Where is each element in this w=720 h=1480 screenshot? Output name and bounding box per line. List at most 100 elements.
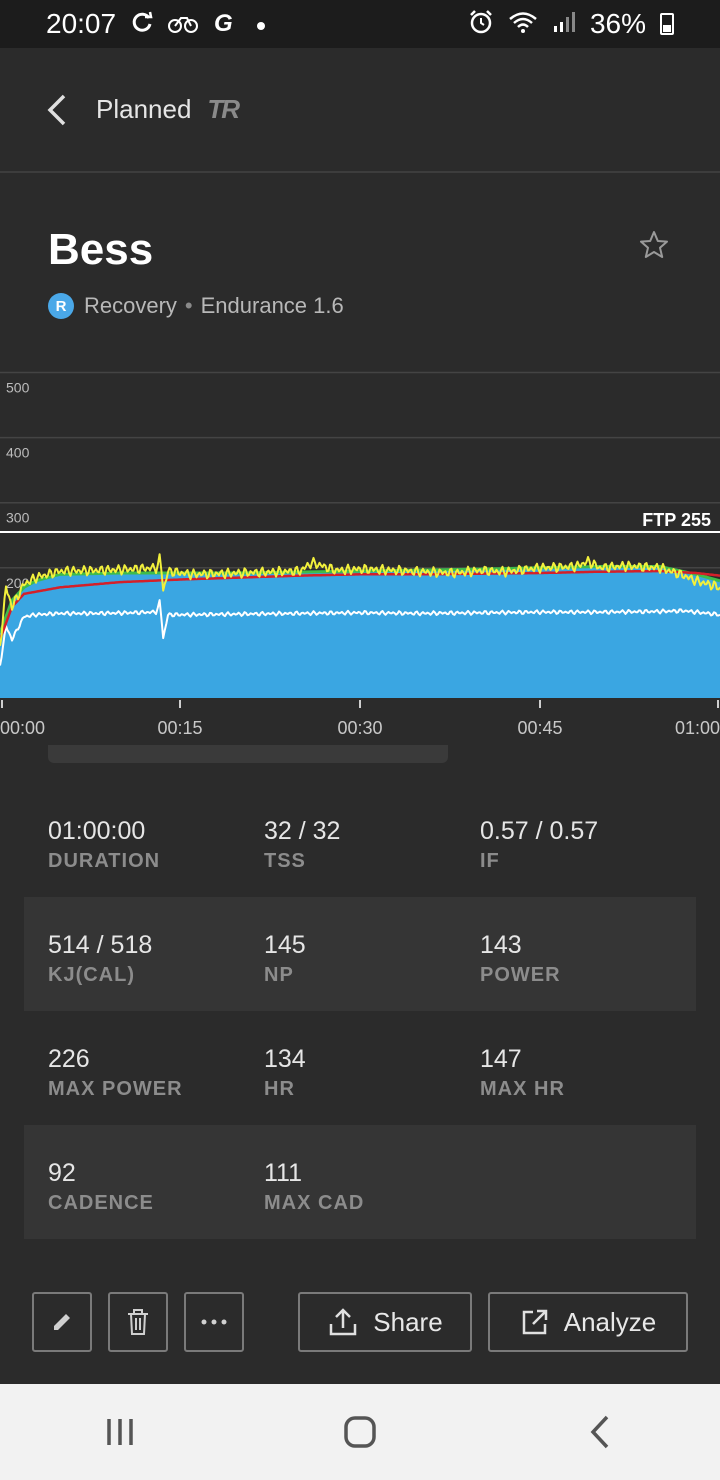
chart-scrubber[interactable] [48,745,448,763]
stat-label: DURATION [48,850,161,872]
status-right: 36% [468,8,674,40]
star-outline-icon [640,231,668,258]
stat-value: 134 [264,1045,306,1073]
stat-value: 147 [480,1045,522,1073]
trash-icon [128,1309,148,1335]
y-tick-label: 400 [6,445,30,461]
x-tick-label: 00:00 [0,718,45,738]
stat-label: CADENCE [48,1192,154,1214]
stats-row: 514 / 518 KJ(CAL) 145 NP 143 POWER [24,897,696,1011]
status-bar: 20:07 G 36% [0,0,720,48]
stat-value: 92 [48,1159,76,1187]
battery-icon [660,13,674,35]
recents-button[interactable] [90,1402,150,1462]
stat-label: NP [264,964,294,986]
edit-button[interactable] [32,1292,92,1352]
stat-label: HR [264,1078,295,1100]
wifi-icon [508,10,538,39]
stat-cell: 514 / 518 KJ(CAL) [48,931,264,1011]
stats-row: 92 CADENCE 111 MAX CAD [24,1125,696,1239]
power-chart[interactable]: 500 400 300 200 FTP 255 00:00 00:15 00:30 00:45 0… [0,353,720,748]
stat-value: 111 [264,1159,303,1187]
stat-value: 32 / 32 [264,817,341,845]
action-bar: Share Analyze [0,1292,720,1352]
stat-value: 01:00:00 [48,817,146,845]
stats-grid: 01:00:00 DURATION 32 / 32 TSS 0.57 / 0.57 IF 5… [24,783,696,1239]
workout-name: Bess [48,225,154,274]
analyze-button[interactable]: Analyze [488,1292,688,1352]
analyze-label: Analyze [563,1306,657,1337]
stat-label: IF [480,850,500,872]
meta-separator: • [184,293,193,318]
stat-cell: 0.57 / 0.57 IF [480,817,696,897]
pencil-icon [54,1314,70,1330]
x-tick-label: 00:45 [517,718,562,738]
more-button[interactable] [184,1292,244,1352]
stat-label: TSS [264,850,306,872]
stat-cell: 134 HR [264,1045,480,1125]
power-line [0,553,720,647]
app-bar: Planned TR [0,48,720,173]
cycling-icon [168,10,199,39]
dot-icon [256,12,266,36]
workout-header: Bess R Recovery • Endurance 1.6 [0,175,720,353]
share-button[interactable]: Share [298,1292,472,1352]
alarm-icon [468,9,494,40]
stat-cell: 111 MAX CAD [264,1159,480,1239]
delete-button[interactable] [108,1292,168,1352]
stat-value: 226 [48,1045,90,1073]
share-icon [330,1308,357,1336]
back-button[interactable] [36,90,76,130]
garmin-icon: G [212,10,242,39]
zone-badge: R [48,293,74,319]
stat-value: 143 [480,931,522,959]
recents-icon [107,1419,133,1445]
stat-cell: 01:00:00 DURATION [48,817,264,897]
stat-label: MAX HR [480,1078,565,1100]
stats-row: 01:00:00 DURATION 32 / 32 TSS 0.57 / 0.57 IF [24,783,696,897]
stat-cell: 145 NP [264,931,480,1011]
stat-cell [480,1159,696,1239]
stat-label: KJ(CAL) [48,964,135,986]
signal-icon [552,10,576,39]
favorite-button[interactable] [634,225,674,265]
x-tick-label: 01:00 [675,718,720,738]
stat-cell: 147 MAX HR [480,1045,696,1125]
status-time: 20:07 [46,8,117,39]
stat-cell: 32 / 32 TSS [264,817,480,897]
stat-value: 514 / 518 [48,931,153,959]
zone-label: Recovery [84,293,177,318]
target-power-area [0,566,720,698]
x-tick-label: 00:15 [157,718,202,738]
system-nav-bar [0,1384,720,1480]
home-icon [344,1416,376,1448]
more-horizontal-icon [201,1319,227,1325]
stat-cell: 226 MAX POWER [48,1045,264,1125]
ftp-label: FTP 255 [642,510,711,530]
back-nav-button[interactable] [570,1402,630,1462]
stat-label: POWER [480,964,561,986]
workout-meta: R Recovery • Endurance 1.6 [48,293,344,319]
heart-rate-line [0,599,720,666]
x-tick-label: 00:30 [337,718,382,738]
home-button[interactable] [330,1402,390,1462]
battery-percent: 36% [589,8,646,39]
stat-value: 0.57 / 0.57 [480,817,599,845]
stat-cell: 92 CADENCE [48,1159,264,1239]
workout-type: Endurance 1.6 [200,293,344,318]
chevron-left-icon [47,94,66,125]
stat-label: MAX POWER [48,1078,183,1100]
trainerroad-logo: TR [207,94,240,124]
stat-cell: 143 POWER [480,931,696,1011]
svg-text:G: G [214,10,233,34]
stats-row: 226 MAX POWER 134 HR 147 MAX HR [24,1011,696,1125]
stat-label: MAX CAD [264,1192,365,1214]
stat-value: 145 [264,931,306,959]
page-title: Planned [96,94,192,124]
share-label: Share [373,1306,443,1337]
external-link-icon [522,1309,547,1335]
power-average-line [0,569,720,640]
y-tick-label: 300 [6,510,30,526]
status-left: 20:07 G [46,8,266,40]
